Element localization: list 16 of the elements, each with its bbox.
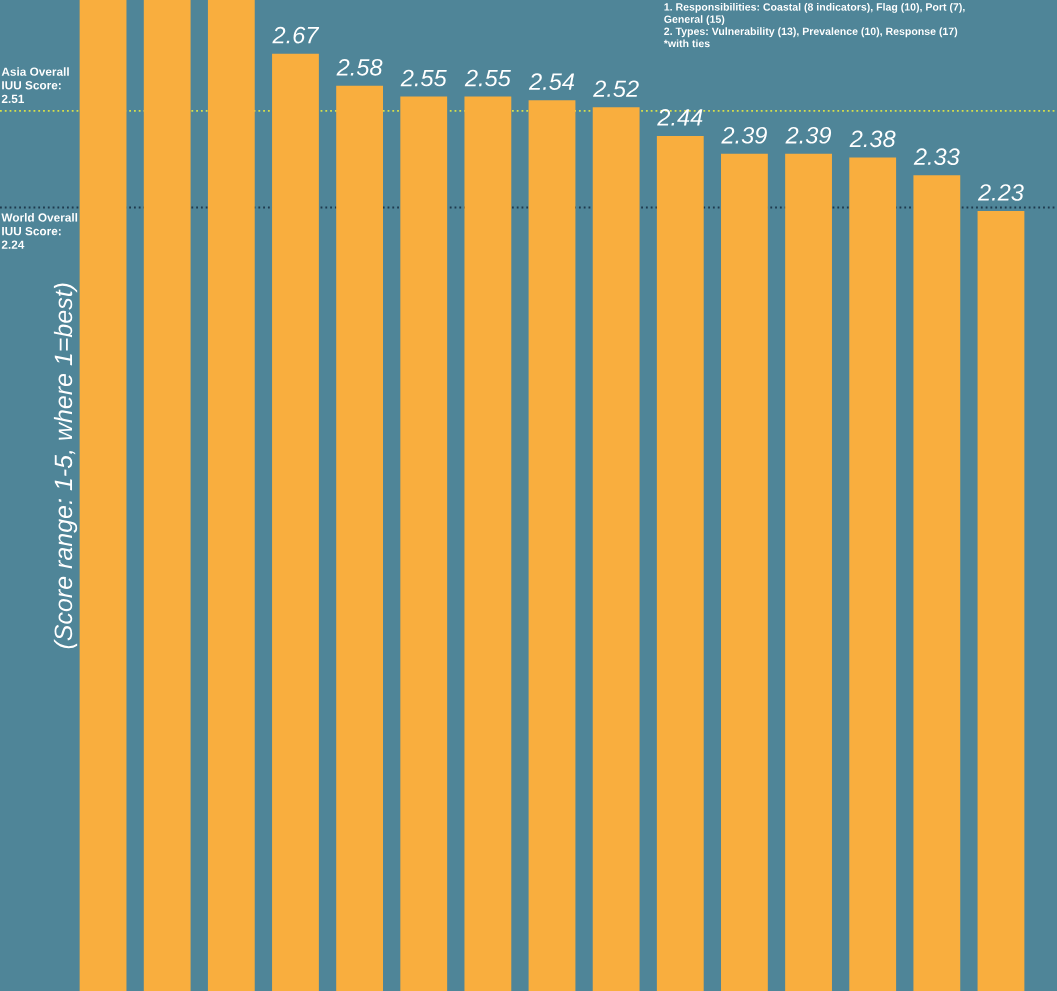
data-label: 2.33 xyxy=(913,148,960,166)
data-label: 2.44 xyxy=(657,109,703,126)
data-label: 2.54 xyxy=(528,73,575,90)
data-label: 2.58 xyxy=(336,58,383,76)
y-axis-title: (Score range: 1-5, where 1=best) xyxy=(53,283,78,649)
data-label: 2.67 xyxy=(272,26,320,44)
data-label: 2.39 xyxy=(785,126,832,144)
data-label: 2.39 xyxy=(721,126,767,144)
data-label: 2.23 xyxy=(977,184,1024,201)
data-label: 2.55 xyxy=(400,69,447,87)
data-label: 2.52 xyxy=(593,80,639,98)
ref-line-label: World Overall IUU Score: 2.24 xyxy=(1,213,78,249)
data-label: 2.55 xyxy=(464,69,511,87)
ref-line-label: Asia Overall IUU Score: 2.51 xyxy=(1,67,69,104)
annotation: 1. Responsibilities: Coastal (8 indicators), Flag (10), Port (7), General (15) 2. Types: Vulnerability (13), Prevalence (10), Response (17) *with ties xyxy=(663,2,965,48)
data-label: 2.38 xyxy=(849,130,896,148)
